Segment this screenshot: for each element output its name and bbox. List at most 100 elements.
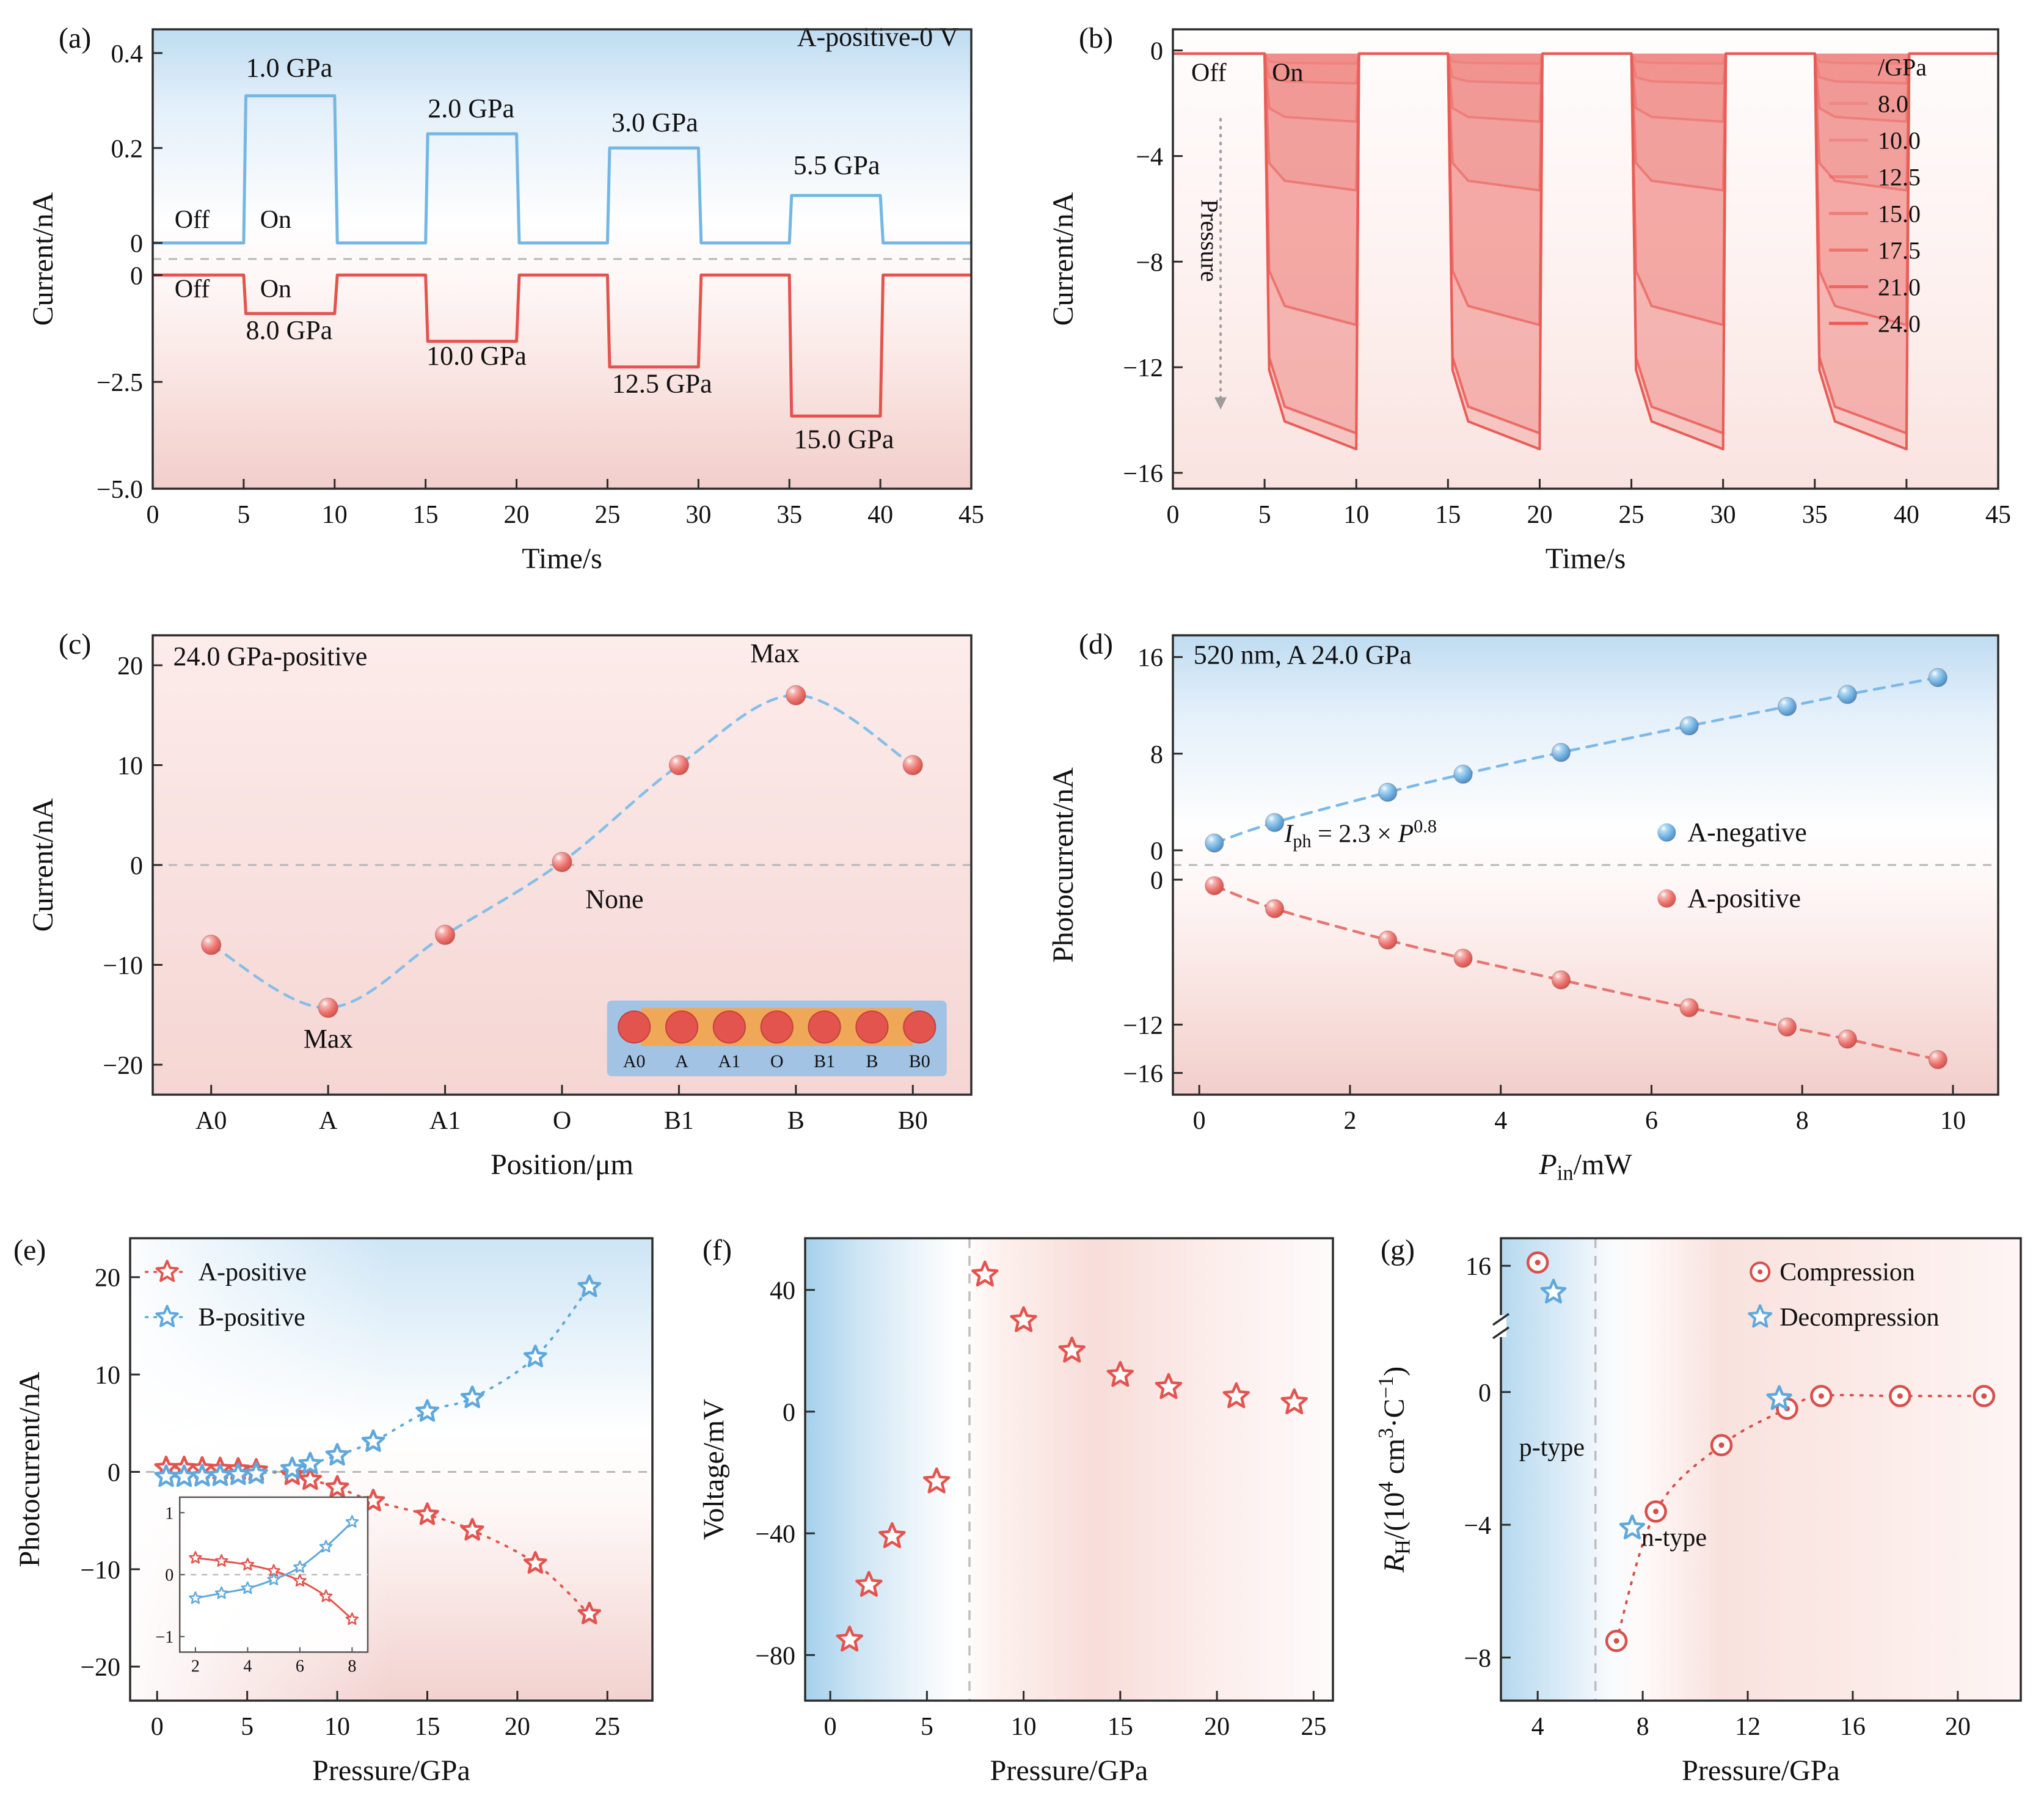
svg-text:Max: Max	[750, 638, 800, 668]
device-electrode	[855, 1010, 889, 1044]
data-point	[971, 1260, 999, 1287]
svg-text:Pressure/GPa: Pressure/GPa	[312, 1754, 470, 1787]
panel-d-chart: 520 nm, A 24.0 GPa Iph = 2.3 × P0.8 A-nega…	[1047, 628, 1999, 1185]
data-point	[1777, 696, 1797, 717]
data-point	[1551, 970, 1571, 990]
svg-text:(e): (e)	[13, 1234, 46, 1266]
svg-text:10.0 GPa: 10.0 GPa	[426, 341, 527, 371]
legend: A-negative A-positive	[1657, 817, 1807, 913]
svg-text:Pressure/GPa: Pressure/GPa	[1682, 1754, 1840, 1787]
svg-text:Position/μm: Position/μm	[491, 1148, 633, 1181]
svg-text:A-positive: A-positive	[1687, 883, 1801, 913]
svg-text:−4: −4	[1136, 143, 1163, 171]
series-red-negative-pulses	[153, 273, 971, 418]
axes: 0 5 10 15 20 25 40 0 −40 −80 Pressure/GPa Voltage/m…	[698, 1237, 1334, 1787]
axes: A0 A A1 O B1 B B0 20 10 0 −10 −20 Position/μm Current…	[27, 634, 973, 1181]
svg-text:24.0 GPa-positive: 24.0 GPa-positive	[173, 641, 368, 671]
svg-text:Iph = 2.3 × P0.8: Iph = 2.3 × P0.8	[1283, 816, 1437, 851]
svg-text:A1: A1	[718, 1051, 741, 1071]
svg-text:Compression: Compression	[1779, 1258, 1915, 1286]
svg-text:On: On	[260, 276, 291, 304]
svg-text:4: 4	[1494, 1107, 1507, 1135]
data-point	[460, 1517, 484, 1541]
svg-text:35: 35	[776, 501, 802, 529]
svg-text:−10: −10	[80, 1556, 120, 1585]
svg-text:(a): (a)	[59, 22, 91, 54]
data-point	[922, 1467, 951, 1494]
svg-text:(g): (g)	[1381, 1234, 1415, 1266]
data-point	[1551, 743, 1571, 762]
svg-text:B-positive: B-positive	[199, 1304, 305, 1332]
device-electrode	[712, 1010, 746, 1044]
data-point	[1378, 930, 1398, 950]
svg-text:0: 0	[108, 1459, 120, 1487]
series-Decompression	[1540, 1279, 1792, 1539]
svg-text:O: O	[553, 1107, 571, 1135]
svg-text:−2.5: −2.5	[97, 369, 143, 397]
annotations: Off On Pressure	[1191, 59, 1303, 282]
svg-text:25: 25	[1301, 1713, 1326, 1741]
svg-text:0: 0	[151, 1713, 164, 1741]
svg-text:O: O	[770, 1051, 784, 1071]
svg-text:45: 45	[1985, 501, 2011, 529]
svg-text:8.0 GPa: 8.0 GPa	[246, 315, 332, 345]
svg-text:−10: −10	[103, 952, 143, 980]
plot-background	[805, 1238, 1333, 1701]
data-point	[1453, 764, 1473, 784]
device-electrode	[760, 1010, 794, 1044]
svg-text:20: 20	[95, 1264, 120, 1293]
data-point	[1222, 1382, 1250, 1409]
svg-text:−12: −12	[1123, 1012, 1163, 1040]
svg-text:Pressure/GPa: Pressure/GPa	[990, 1754, 1148, 1787]
svg-text:8: 8	[1796, 1107, 1809, 1135]
svg-text:16: 16	[1465, 1253, 1491, 1281]
svg-text:−8: −8	[1464, 1644, 1491, 1673]
device-electrode	[903, 1010, 936, 1044]
axes: 0 5 10 15 20 25 30 35 40 45 0 −4 −8 −12 −16 Time/s Curre…	[1047, 28, 2011, 575]
svg-text:20: 20	[505, 1713, 530, 1741]
data-point	[325, 1443, 349, 1466]
svg-text:A0: A0	[195, 1107, 227, 1135]
svg-text:8: 8	[1637, 1713, 1649, 1741]
svg-text:0: 0	[1167, 501, 1180, 529]
svg-text:520 nm, A 24.0 GPa: 520 nm, A 24.0 GPa	[1194, 640, 1412, 670]
device-electrode	[618, 1010, 651, 1044]
svg-text:40: 40	[770, 1277, 795, 1305]
svg-text:15: 15	[413, 501, 439, 529]
axes: 0 5 10 15 20 25 30 35 40 45 0.4 0.2 0 0 −2.5 −5.0 Time/s…	[27, 28, 984, 575]
svg-text:21.0: 21.0	[1878, 273, 1921, 301]
svg-text:40: 40	[867, 501, 893, 529]
svg-text:5: 5	[921, 1713, 933, 1741]
svg-text:Time/s: Time/s	[1546, 542, 1626, 575]
data-point	[1679, 716, 1699, 736]
data-point	[1928, 668, 1948, 687]
svg-text:4: 4	[243, 1657, 252, 1676]
svg-text:Off: Off	[175, 206, 210, 234]
data-point	[1619, 1514, 1646, 1539]
data-point	[786, 685, 806, 706]
legend: Compression Decompression	[1748, 1258, 1940, 1332]
svg-text:2: 2	[1343, 1107, 1356, 1135]
svg-text:16: 16	[1840, 1713, 1866, 1741]
svg-text:20: 20	[1204, 1713, 1230, 1741]
svg-text:10: 10	[324, 1713, 350, 1741]
svg-text:A-positive-0 V: A-positive-0 V	[797, 22, 959, 52]
data-point	[1766, 1385, 1792, 1410]
data-point	[1265, 899, 1285, 919]
svg-text:Decompression: Decompression	[1779, 1304, 1939, 1332]
svg-text:(d): (d)	[1079, 628, 1113, 660]
svg-text:A: A	[319, 1107, 338, 1135]
svg-text:Pressure: Pressure	[1196, 199, 1224, 282]
svg-text:0: 0	[130, 852, 143, 880]
svg-text:45: 45	[958, 501, 984, 529]
svg-text:0: 0	[1150, 867, 1163, 895]
panel-g-chart: p-type n-type Compression Decompression 4 8 12…	[1374, 1234, 2022, 1787]
data-point	[668, 754, 690, 776]
svg-text:25: 25	[594, 1713, 620, 1741]
svg-text:−80: −80	[755, 1642, 795, 1670]
svg-text:(f): (f)	[703, 1234, 732, 1266]
decor	[1214, 117, 1227, 410]
data-point	[361, 1429, 385, 1452]
data-point	[244, 1461, 268, 1484]
